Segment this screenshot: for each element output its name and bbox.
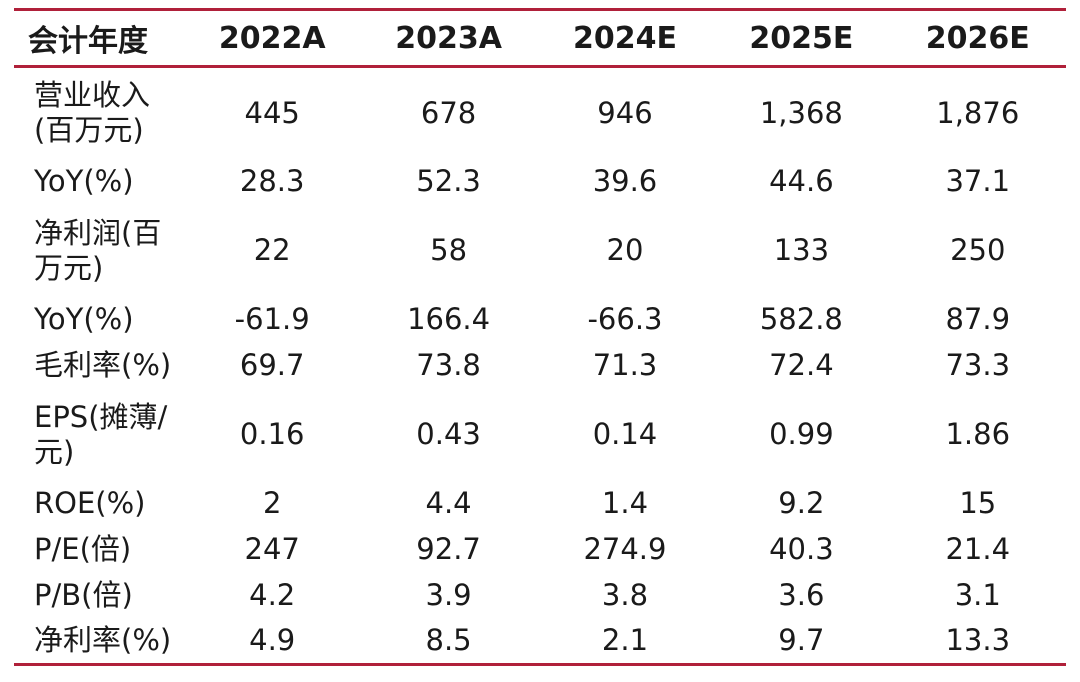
value-cell: 445 [244,95,300,130]
value-cell: 87.9 [945,302,1011,337]
value-cell: 92.7 [416,532,481,567]
value-cell: 582.8 [759,302,843,337]
row-label-cell: ROE(%) [34,486,146,521]
value-cell: 58 [430,233,468,268]
table-row: 毛利率(%) 69.7 73.8 71.3 72.4 73.3 [14,343,1066,389]
value-cell: 9.2 [778,486,825,521]
value-cell: 0.14 [592,417,658,452]
table-row: 营业收入(百万元) 445 678 946 1,368 1,876 [14,67,1066,159]
table-row: 净利率(%) 4.9 8.5 2.1 9.7 13.3 [14,618,1066,666]
financial-forecast-table-container: 会计年度 2022A 2023A 2024E 2025E 2026E 营业收入(… [14,8,1066,666]
value-cell: 15 [959,486,997,521]
row-label-cell: YoY(%) [34,302,134,337]
table-row: YoY(%) -61.9 166.4 -66.3 582.8 87.9 [14,297,1066,343]
value-cell: 72.4 [769,348,834,383]
value-cell: 0.43 [416,417,481,452]
table-row: ROE(%) 2 4.4 1.4 9.2 15 [14,481,1066,527]
row-label-cell: 毛利率(%) [34,348,172,383]
value-cell: 37.1 [945,164,1011,199]
value-cell: 22 [253,233,291,268]
value-cell: 247 [244,532,300,567]
value-cell: 73.3 [945,348,1011,383]
value-cell: 9.7 [713,618,890,666]
header-year-cell: 2023A [360,8,537,68]
value-cell: 40.3 [769,532,834,567]
table-header-row: 会计年度 2022A 2023A 2024E 2025E 2026E [14,8,1066,68]
value-cell: 8.5 [360,618,537,666]
value-cell: 2 [262,486,282,521]
row-label-cell: YoY(%) [34,164,134,199]
value-cell: 44.6 [769,164,834,199]
value-cell: 4.2 [249,578,296,613]
value-cell: 3.9 [425,578,472,613]
value-cell: 4.9 [184,618,361,666]
row-label-cell: EPS(摊薄/元) [34,399,168,469]
value-cell: -66.3 [587,302,663,337]
table-row: EPS(摊薄/元) 0.16 0.43 0.14 0.99 1.86 [14,389,1066,481]
row-label-cell: 净利润(百万元) [34,215,162,285]
value-cell: 39.6 [592,164,658,199]
row-label-cell: P/B(倍) [34,578,133,613]
value-cell: 28.3 [239,164,305,199]
value-cell: 13.3 [889,618,1066,666]
table-row: YoY(%) 28.3 52.3 39.6 44.6 37.1 [14,159,1066,205]
header-label-cell: 会计年度 [14,8,184,68]
value-cell: 946 [597,95,653,130]
value-cell: 250 [950,233,1006,268]
value-cell: 1.4 [601,486,649,521]
value-cell: 3.8 [601,578,649,613]
value-cell: 3.6 [778,578,825,613]
value-cell: 166.4 [407,302,491,337]
financial-forecast-table: 会计年度 2022A 2023A 2024E 2025E 2026E 营业收入(… [14,8,1066,666]
value-cell: 73.8 [416,348,481,383]
value-cell: 0.99 [769,417,834,452]
value-cell: 1.86 [945,417,1011,452]
value-cell: 0.16 [239,417,305,452]
value-cell: 2.1 [536,618,714,666]
value-cell: 21.4 [945,532,1011,567]
value-cell: 3.1 [954,578,1001,613]
header-year-cell: 2025E [713,8,890,68]
value-cell: 274.9 [583,532,667,567]
value-cell: 133 [773,233,830,268]
value-cell: 69.7 [239,348,305,383]
row-label-cell: 净利率(%) [14,618,184,666]
value-cell: 71.3 [592,348,658,383]
row-label-cell: P/E(倍) [34,532,132,567]
value-cell: -61.9 [234,302,310,337]
header-year-cell: 2026E [889,8,1066,68]
value-cell: 678 [420,95,477,130]
table-row: P/E(倍) 247 92.7 274.9 40.3 21.4 [14,527,1066,573]
value-cell: 20 [606,233,644,268]
value-cell: 4.4 [425,486,472,521]
value-cell: 1,876 [936,95,1020,130]
table-row: 净利润(百万元) 22 58 20 133 250 [14,205,1066,297]
header-year-cell: 2022A [184,8,361,68]
table-body: 营业收入(百万元) 445 678 946 1,368 1,876 YoY(%) 28.3 52… [14,67,1066,666]
value-cell: 1,368 [759,95,843,130]
table-row: P/B(倍) 4.2 3.9 3.8 3.6 3.1 [14,573,1066,619]
header-year-cell: 2024E [536,8,714,68]
value-cell: 52.3 [416,164,481,199]
row-label-cell: 营业收入(百万元) [34,78,151,148]
